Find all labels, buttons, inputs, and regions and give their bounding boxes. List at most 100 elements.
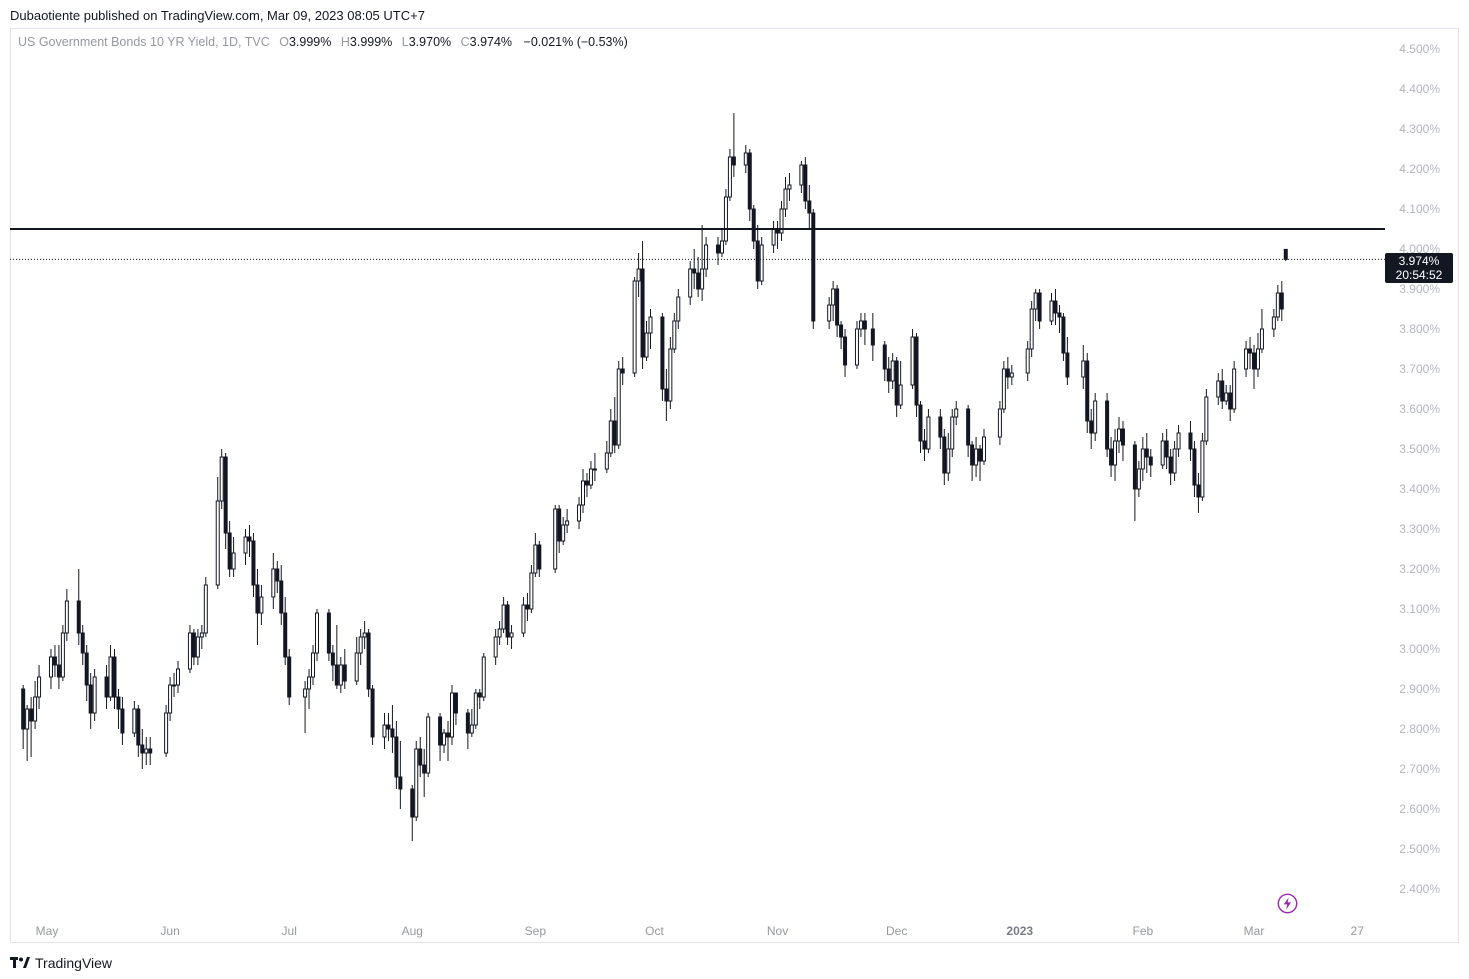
candle[interactable]: [422, 749, 427, 797]
candle[interactable]: [84, 645, 89, 701]
candle[interactable]: [358, 629, 363, 665]
candle[interactable]: [676, 289, 681, 329]
candle[interactable]: [1113, 429, 1118, 481]
candle[interactable]: [803, 157, 808, 209]
candle[interactable]: [1085, 353, 1090, 433]
candle[interactable]: [203, 577, 208, 637]
candle[interactable]: [529, 565, 534, 613]
candle[interactable]: [1120, 421, 1125, 461]
candle[interactable]: [862, 313, 867, 345]
candle[interactable]: [731, 113, 736, 177]
candle[interactable]: [168, 677, 173, 721]
candle[interactable]: [1081, 345, 1086, 389]
candle[interactable]: [577, 497, 582, 529]
candle[interactable]: [132, 701, 137, 737]
candle[interactable]: [493, 629, 498, 665]
candle[interactable]: [104, 665, 109, 709]
candle[interactable]: [330, 645, 335, 681]
candle[interactable]: [215, 477, 220, 589]
candle[interactable]: [982, 429, 987, 465]
candle[interactable]: [1259, 309, 1264, 353]
candle[interactable]: [120, 697, 125, 745]
candle[interactable]: [442, 729, 447, 753]
candle[interactable]: [334, 625, 339, 689]
candle[interactable]: [338, 657, 343, 693]
candle[interactable]: [537, 541, 542, 577]
candle[interactable]: [219, 449, 224, 509]
candle[interactable]: [418, 737, 423, 777]
candle[interactable]: [894, 357, 899, 417]
candle[interactable]: [1132, 441, 1137, 521]
candle[interactable]: [799, 161, 804, 193]
candle[interactable]: [644, 321, 649, 361]
candle[interactable]: [501, 597, 506, 633]
candle[interactable]: [33, 681, 38, 729]
candle[interactable]: [1089, 409, 1094, 449]
candle[interactable]: [584, 473, 589, 497]
candle[interactable]: [414, 741, 419, 821]
candle[interactable]: [715, 237, 720, 265]
candle[interactable]: [37, 665, 42, 709]
candle[interactable]: [307, 669, 312, 709]
candle[interactable]: [898, 361, 903, 409]
candle[interactable]: [692, 249, 697, 289]
candle[interactable]: [366, 629, 371, 697]
candle[interactable]: [557, 505, 562, 553]
candle[interactable]: [1248, 337, 1253, 369]
candle[interactable]: [271, 553, 276, 609]
candle[interactable]: [918, 401, 923, 453]
candle[interactable]: [970, 441, 975, 481]
candle[interactable]: [636, 253, 641, 297]
candle[interactable]: [747, 149, 752, 221]
candle[interactable]: [1105, 393, 1110, 457]
candle[interactable]: [668, 337, 673, 409]
candle[interactable]: [835, 285, 840, 337]
candle[interactable]: [771, 221, 776, 253]
candle[interactable]: [29, 697, 34, 757]
candle[interactable]: [1279, 281, 1284, 321]
candle[interactable]: [446, 721, 451, 761]
candle[interactable]: [1255, 333, 1260, 377]
candle[interactable]: [1192, 441, 1197, 497]
candle[interactable]: [227, 521, 232, 577]
candle[interactable]: [394, 721, 399, 789]
candle[interactable]: [755, 225, 760, 289]
candle[interactable]: [950, 409, 955, 457]
candle[interactable]: [1176, 425, 1181, 457]
candle[interactable]: [1109, 437, 1114, 477]
candle[interactable]: [362, 621, 367, 649]
candle[interactable]: [1160, 433, 1165, 469]
candle[interactable]: [1049, 293, 1054, 325]
candle[interactable]: [783, 177, 788, 217]
candle[interactable]: [449, 685, 454, 745]
candle[interactable]: [807, 185, 812, 229]
candle[interactable]: [1140, 437, 1145, 481]
candle[interactable]: [140, 729, 145, 769]
candle[interactable]: [1136, 461, 1141, 497]
candle[interactable]: [390, 705, 395, 753]
candle[interactable]: [1033, 289, 1038, 321]
candle[interactable]: [172, 673, 177, 697]
candle[interactable]: [942, 429, 947, 485]
candle[interactable]: [759, 237, 764, 285]
tradingview-logo[interactable]: TradingView: [10, 955, 112, 971]
candle[interactable]: [1200, 433, 1205, 501]
candle[interactable]: [251, 533, 256, 597]
candle[interactable]: [938, 409, 943, 449]
candle[interactable]: [910, 329, 915, 389]
candle[interactable]: [620, 357, 625, 385]
candle[interactable]: [1188, 421, 1193, 461]
candle[interactable]: [997, 401, 1002, 445]
candle[interactable]: [370, 685, 375, 745]
candle[interactable]: [314, 609, 319, 661]
candle[interactable]: [469, 709, 474, 737]
candle[interactable]: [1025, 341, 1030, 381]
candle[interactable]: [88, 673, 93, 729]
candle[interactable]: [561, 517, 566, 545]
candle[interactable]: [52, 645, 57, 677]
candle[interactable]: [1228, 385, 1233, 421]
candle[interactable]: [592, 453, 597, 481]
candle[interactable]: [497, 621, 502, 645]
candle[interactable]: [1144, 433, 1149, 473]
